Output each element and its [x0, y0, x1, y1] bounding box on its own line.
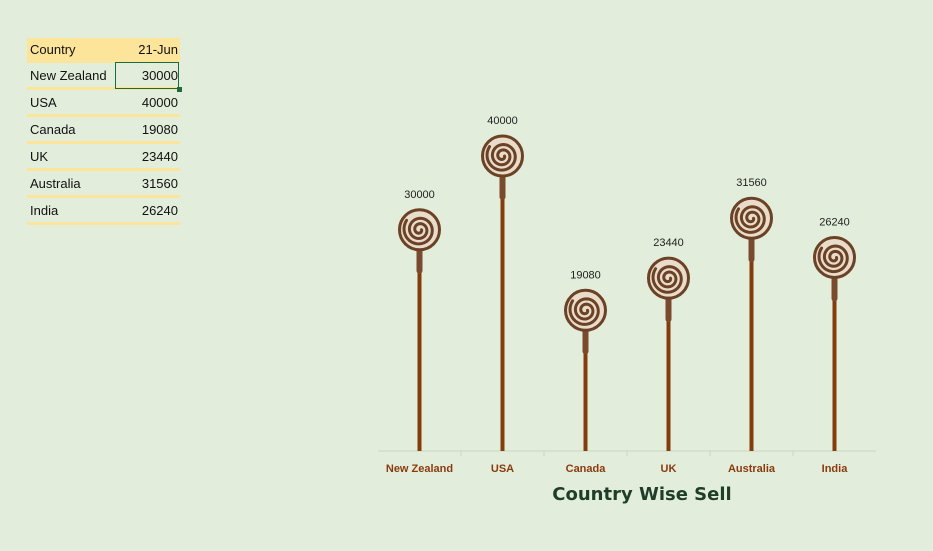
lollipop-spiral [402, 216, 434, 246]
table-header-row: Country 21-Jun [27, 38, 180, 63]
data-label: 23440 [653, 237, 684, 249]
table-row: India 26240 [27, 198, 180, 225]
category-label: India [822, 463, 849, 475]
lollipop-spiral [651, 265, 683, 294]
data-table: Country 21-Jun New Zealand 30000 USA 400… [27, 38, 182, 225]
selected-cell-border [115, 62, 182, 92]
cell-country[interactable]: USA [30, 94, 57, 110]
table-row: USA 40000 [27, 90, 180, 117]
cell-country[interactable]: Australia [30, 175, 81, 191]
data-label: 40000 [487, 115, 518, 127]
category-label: Canada [566, 463, 607, 475]
cell-value[interactable]: 19080 [141, 121, 178, 137]
category-label: UK [661, 463, 677, 475]
data-label: 19080 [570, 269, 601, 281]
data-label: 30000 [404, 189, 435, 201]
cell-value[interactable]: 26240 [141, 202, 178, 218]
data-label: 26240 [819, 216, 850, 228]
lollipop-spiral [817, 244, 849, 274]
chart-title: Country Wise Sell [552, 484, 731, 505]
cell-country[interactable]: New Zealand [30, 67, 107, 83]
table-row: UK 23440 [27, 144, 180, 171]
lollipop-spiral [485, 143, 517, 172]
table-row: Canada 19080 [27, 117, 180, 144]
category-label: New Zealand [386, 463, 453, 475]
cell-country[interactable]: India [30, 202, 59, 218]
table-row: New Zealand 30000 [27, 62, 182, 92]
lollipop-spiral [568, 297, 600, 326]
chart-marks: 30000 New Zealand 40000 USA 19080 Canada 23440… [386, 115, 856, 475]
cell-value[interactable]: 30000 [141, 67, 178, 83]
lollipop-spiral [734, 205, 766, 234]
table-row: Australia 31560 [27, 171, 180, 198]
cell-value[interactable]: 31560 [141, 175, 178, 191]
cell-value[interactable]: 23440 [141, 148, 178, 164]
category-label: Australia [728, 463, 776, 475]
cell-country[interactable]: Canada [30, 121, 76, 137]
cell-country[interactable]: UK [30, 148, 49, 164]
header-country[interactable]: Country [30, 41, 76, 57]
cell-value[interactable]: 40000 [141, 94, 178, 110]
category-label: USA [491, 463, 514, 475]
header-date[interactable]: 21-Jun [138, 41, 178, 57]
data-label: 31560 [736, 177, 767, 189]
